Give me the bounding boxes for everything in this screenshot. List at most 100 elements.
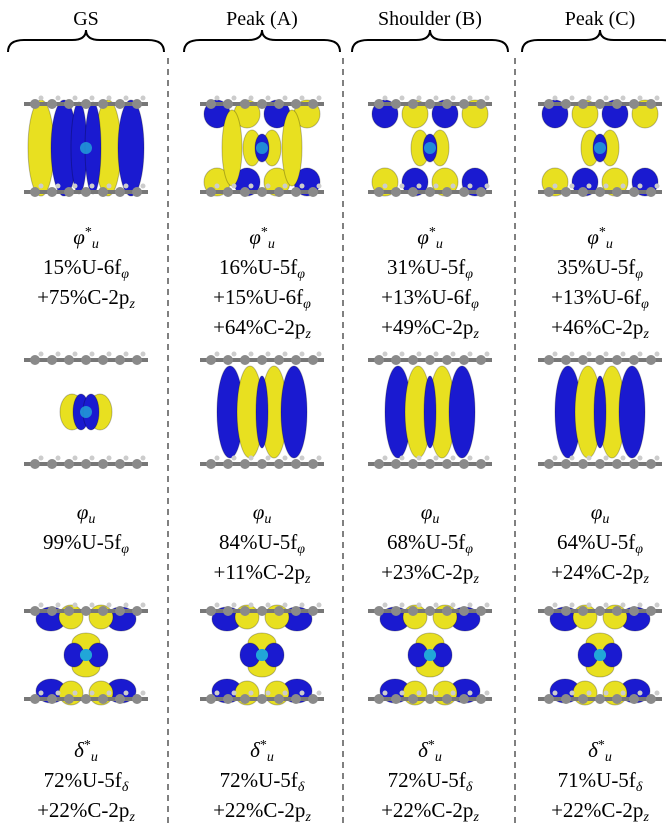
atom xyxy=(308,606,318,616)
hydrogen xyxy=(73,352,78,357)
hydrogen xyxy=(107,603,112,608)
hydrogen xyxy=(485,603,490,608)
hydrogen xyxy=(655,603,660,608)
symbol-sub: u xyxy=(92,237,99,252)
symbol-sup: * xyxy=(85,225,92,240)
hydrogen xyxy=(655,456,660,461)
atom xyxy=(408,187,418,197)
atom xyxy=(291,355,301,365)
hydrogen xyxy=(587,603,592,608)
hydrogen xyxy=(90,456,95,461)
lobe xyxy=(28,100,54,196)
hydrogen xyxy=(39,456,44,461)
atom xyxy=(374,694,384,704)
atom xyxy=(115,694,125,704)
hydrogen xyxy=(317,352,322,357)
atom xyxy=(98,694,108,704)
atom xyxy=(391,606,401,616)
atom xyxy=(476,99,486,109)
hydrogen xyxy=(604,96,609,101)
column-title: Shoulder (B) xyxy=(345,8,515,31)
hydrogen xyxy=(638,184,643,189)
atom xyxy=(206,187,216,197)
atom xyxy=(47,459,57,469)
hydrogen xyxy=(638,352,643,357)
atom xyxy=(391,99,401,109)
hydrogen xyxy=(73,456,78,461)
symbol: δ xyxy=(588,738,598,762)
symbol: φ xyxy=(253,500,265,524)
hydrogen xyxy=(56,603,61,608)
composition: +75%C-2pz xyxy=(1,282,171,312)
hydrogen xyxy=(655,96,660,101)
atom xyxy=(223,459,233,469)
brace xyxy=(184,30,340,52)
atom xyxy=(291,99,301,109)
atom xyxy=(374,355,384,365)
hydrogen xyxy=(638,96,643,101)
atom xyxy=(442,187,452,197)
atom xyxy=(206,459,216,469)
atom xyxy=(308,99,318,109)
composition: +22%C-2pz xyxy=(345,795,515,825)
hydrogen xyxy=(485,96,490,101)
atom xyxy=(64,459,74,469)
atom xyxy=(115,459,125,469)
hydrogen xyxy=(317,184,322,189)
atom xyxy=(98,187,108,197)
hydrogen xyxy=(570,691,575,696)
uranium xyxy=(424,649,436,661)
orbital-label: δ*u72%U-5fδ+22%C-2pz xyxy=(177,735,347,825)
hydrogen xyxy=(141,96,146,101)
hydrogen xyxy=(604,691,609,696)
atom xyxy=(132,694,142,704)
composition-text: +11%C-2p xyxy=(213,560,305,584)
atom xyxy=(476,355,486,365)
hydrogen xyxy=(417,456,422,461)
hydrogen xyxy=(451,96,456,101)
atom xyxy=(629,694,639,704)
symbol: δ xyxy=(74,738,84,762)
orbital-symbol: δ*u xyxy=(177,735,347,765)
atom xyxy=(612,355,622,365)
symbol-sup: * xyxy=(261,225,268,240)
composition-sub: φ xyxy=(471,297,479,312)
orbital-image xyxy=(200,96,324,198)
atom xyxy=(115,355,125,365)
atom xyxy=(240,606,250,616)
atom xyxy=(81,459,91,469)
hydrogen xyxy=(124,352,129,357)
atom xyxy=(595,99,605,109)
hydrogen xyxy=(141,691,146,696)
hydrogen xyxy=(249,96,254,101)
orbital-image xyxy=(538,352,662,470)
atom xyxy=(115,606,125,616)
symbol-sup: * xyxy=(429,225,436,240)
composition-text: 64%U-5f xyxy=(557,530,635,554)
hydrogen xyxy=(400,96,405,101)
atom xyxy=(578,694,588,704)
composition-text: 16%U-5f xyxy=(219,255,297,279)
hydrogen xyxy=(317,603,322,608)
atom xyxy=(81,694,91,704)
orbital-symbol: φ*u xyxy=(515,222,666,252)
atom xyxy=(274,355,284,365)
symbol-sup: * xyxy=(598,738,605,753)
composition-text: 72%U-5f xyxy=(44,768,122,792)
atom xyxy=(274,606,284,616)
hydrogen xyxy=(451,184,456,189)
composition-text: +24%C-2p xyxy=(551,560,643,584)
hydrogen xyxy=(39,96,44,101)
atom xyxy=(646,187,656,197)
composition-sub: φ xyxy=(297,542,305,557)
uranium xyxy=(594,142,606,154)
atom xyxy=(64,606,74,616)
composition-text: +22%C-2p xyxy=(381,798,473,822)
atom xyxy=(459,355,469,365)
atom xyxy=(374,459,384,469)
atom xyxy=(132,187,142,197)
hydrogen xyxy=(73,184,78,189)
hydrogen xyxy=(141,603,146,608)
